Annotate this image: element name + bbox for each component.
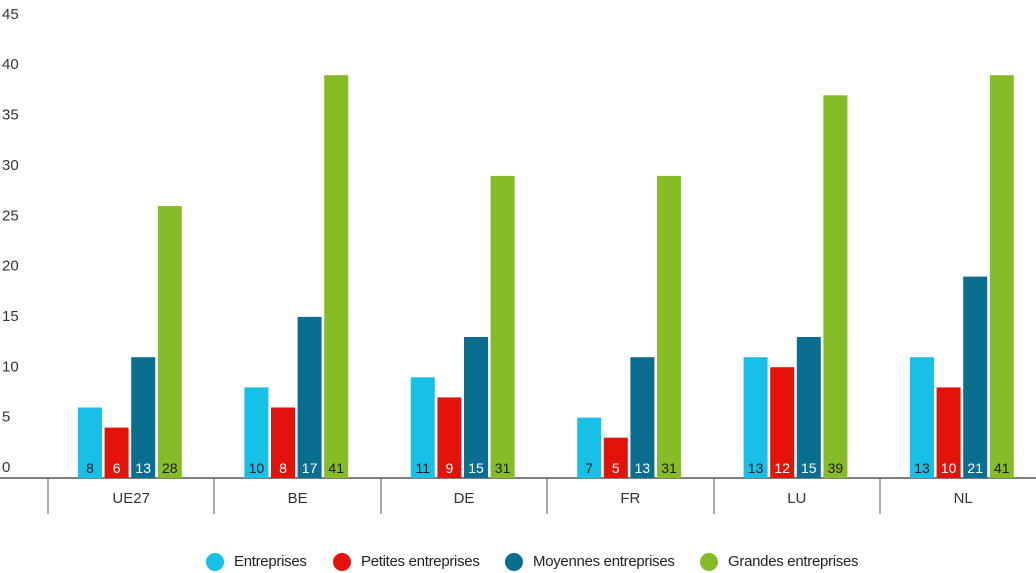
y-tick-label: 40 <box>2 56 19 73</box>
data-label: 8 <box>279 460 287 476</box>
data-label: 17 <box>302 460 318 476</box>
bar <box>770 367 795 478</box>
bar <box>963 276 988 478</box>
bar <box>324 75 349 478</box>
data-label: 7 <box>585 460 593 476</box>
bar <box>743 357 768 478</box>
y-tick-label: 10 <box>2 358 19 375</box>
x-category-label: UE27 <box>112 490 150 507</box>
data-label: 10 <box>249 460 265 476</box>
x-category-label: NL <box>954 490 973 507</box>
bar <box>297 316 322 478</box>
legend-label-moyennes-entreprises: Moyennes entreprises <box>533 553 675 570</box>
bar <box>796 337 821 478</box>
bar <box>630 357 655 478</box>
bar <box>910 357 934 478</box>
bar <box>131 357 156 478</box>
data-label: 13 <box>748 460 764 476</box>
y-tick-label: 25 <box>2 207 19 224</box>
bar <box>989 75 1014 478</box>
bar <box>577 417 602 478</box>
data-label: 39 <box>828 460 844 476</box>
data-label: 15 <box>468 460 484 476</box>
y-tick-label: 5 <box>2 409 10 426</box>
bar <box>657 175 681 478</box>
legend-swatch-petites-entreprises <box>333 553 351 571</box>
legend-swatch-grandes-entreprises <box>700 553 718 571</box>
x-category-label: LU <box>787 490 806 507</box>
data-label: 5 <box>612 460 620 476</box>
data-label: 41 <box>328 460 344 476</box>
bar <box>490 175 515 478</box>
data-label: 12 <box>774 460 790 476</box>
legend-swatch-moyennes-entreprises <box>505 553 523 571</box>
legend-label-petites-entreprises: Petites entreprises <box>361 553 480 570</box>
legend-label-entreprises: Entreprises <box>234 553 307 570</box>
y-tick-label: 45 <box>2 6 19 23</box>
data-label: 41 <box>994 460 1010 476</box>
bar <box>936 387 961 478</box>
data-label: 31 <box>661 460 677 476</box>
x-category-label: FR <box>620 490 640 507</box>
bar <box>603 437 628 478</box>
data-label: 13 <box>135 460 151 476</box>
bar <box>271 407 295 478</box>
y-tick-label: 30 <box>2 157 19 174</box>
y-tick-label: 15 <box>2 308 19 325</box>
data-label: 15 <box>801 460 817 476</box>
bar <box>157 206 182 478</box>
y-tick-label: 35 <box>2 107 19 124</box>
y-tick-label: 0 <box>2 459 10 476</box>
data-label: 9 <box>446 460 454 476</box>
data-label: 8 <box>86 460 94 476</box>
legend: Entreprises Petites entreprises Moyennes… <box>0 551 1036 573</box>
data-label: 28 <box>162 460 178 476</box>
bar <box>464 337 488 478</box>
bar <box>823 95 848 479</box>
data-label: 13 <box>635 460 651 476</box>
bar <box>244 387 269 478</box>
bar <box>104 427 129 478</box>
x-category-label: BE <box>288 490 308 507</box>
data-label: 13 <box>914 460 930 476</box>
bar <box>437 397 462 478</box>
bar <box>410 377 435 478</box>
data-label: 11 <box>416 460 431 476</box>
data-label: 31 <box>495 460 511 476</box>
bar <box>78 407 102 478</box>
data-label: 10 <box>941 460 957 476</box>
data-label: 6 <box>113 460 121 476</box>
x-category-label: DE <box>454 490 475 507</box>
y-tick-label: 20 <box>2 258 19 275</box>
legend-swatch-entreprises <box>206 553 224 571</box>
data-label: 21 <box>967 460 983 476</box>
legend-label-grandes-entreprises: Grandes entreprises <box>728 553 859 570</box>
